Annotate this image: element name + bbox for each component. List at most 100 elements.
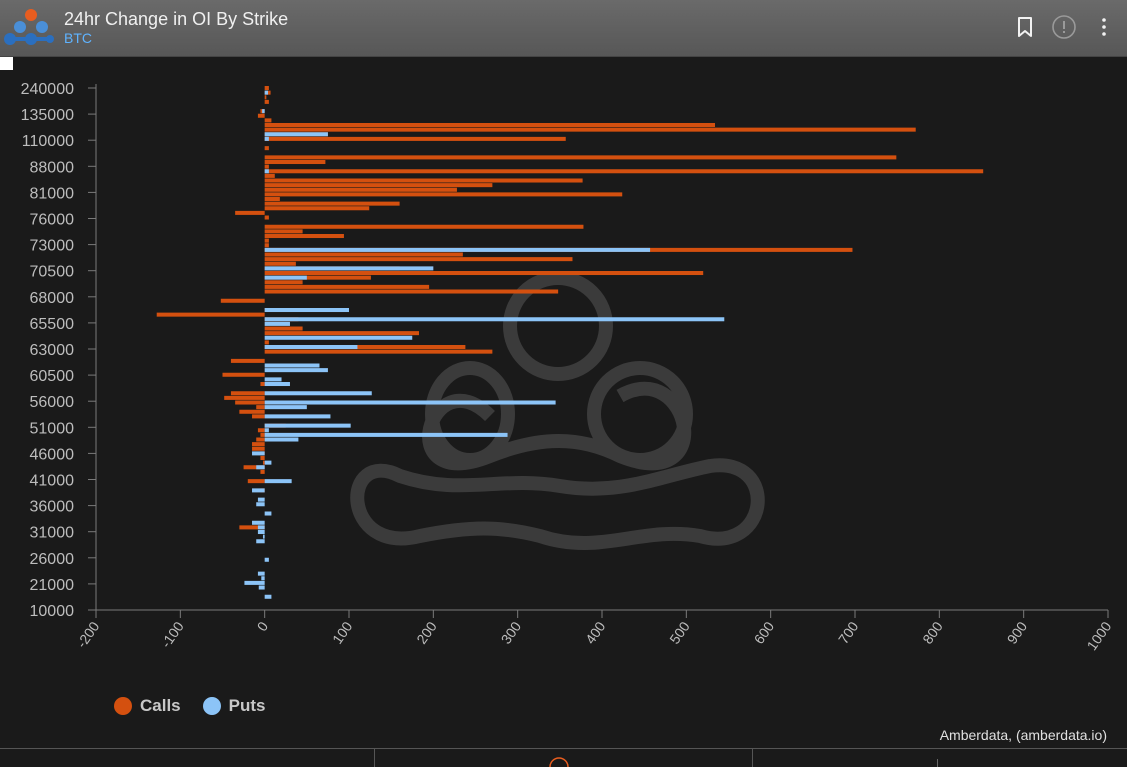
y-tick-label: 41000	[30, 473, 75, 490]
x-tick-label: 900	[1004, 618, 1031, 646]
x-tick-label: 700	[835, 618, 862, 646]
y-tick-label: 65500	[30, 316, 75, 333]
calls-bar	[252, 414, 265, 419]
x-tick-label: 200	[413, 618, 440, 646]
calls-bar	[264, 229, 303, 234]
chart-title: 24hr Change in OI By Strike	[64, 9, 289, 29]
puts-bar	[264, 511, 272, 516]
x-tick-label: 500	[666, 618, 693, 646]
calls-bar	[264, 234, 344, 239]
asset-subtitle: BTC	[64, 30, 92, 46]
y-tick-label: 76000	[30, 212, 75, 229]
legend-calls-label: Calls	[140, 696, 181, 715]
calls-bar	[264, 197, 280, 202]
calls-bar	[257, 113, 265, 118]
calls-bar	[239, 409, 265, 414]
calls-bar	[264, 86, 269, 91]
puts-bar	[256, 465, 265, 470]
calls-bar	[260, 432, 265, 437]
calls-bar	[264, 127, 916, 132]
y-tick-label: 135000	[21, 107, 74, 124]
watermark-logo	[350, 271, 765, 550]
footer-divider	[752, 749, 753, 767]
calls-bar	[264, 257, 573, 262]
puts-bar	[264, 437, 299, 442]
calls-bar	[264, 331, 419, 336]
legend-item-puts[interactable]: Puts	[202, 696, 265, 716]
puts-bar	[262, 534, 265, 539]
calls-bar	[260, 456, 265, 461]
puts-bar	[264, 428, 269, 433]
y-tick-label: 73000	[30, 238, 75, 255]
puts-dot-icon	[202, 697, 221, 715]
calls-bar	[239, 525, 265, 530]
puts-bar	[264, 557, 269, 562]
calls-bar	[235, 400, 265, 405]
calls-bar	[252, 442, 265, 447]
calls-bar	[260, 382, 265, 387]
puts-bar	[264, 432, 508, 437]
info-circle-icon[interactable]	[1051, 14, 1077, 40]
x-tick-label: -200	[73, 618, 102, 650]
puts-bar	[258, 585, 265, 590]
puts-bar	[264, 335, 413, 340]
puts-bar	[264, 368, 328, 373]
x-tick-label: 100	[329, 618, 356, 646]
puts-bar	[256, 539, 265, 544]
calls-bar	[264, 215, 269, 220]
calls-bar	[264, 345, 466, 350]
puts-bar	[257, 530, 265, 535]
calls-bar	[262, 460, 265, 465]
calls-bar	[264, 284, 430, 289]
puts-bar	[264, 247, 651, 252]
chart-header: 24hr Change in OI By Strike BTC	[0, 0, 1127, 57]
puts-bar	[257, 525, 265, 530]
x-tick-label: 0	[254, 618, 272, 634]
calls-bar	[224, 395, 265, 400]
calls-bar	[264, 136, 566, 141]
puts-bar	[244, 580, 265, 585]
puts-bar	[264, 345, 358, 350]
calls-bar	[264, 187, 457, 192]
calls-bar	[247, 479, 265, 484]
puts-bar	[264, 391, 372, 396]
puts-bar	[264, 423, 351, 428]
calls-bar	[264, 118, 272, 123]
calls-bar	[264, 340, 269, 345]
y-tick-label: 56000	[30, 394, 75, 411]
puts-bar	[264, 275, 307, 280]
calls-bar	[264, 243, 269, 248]
calls-bar	[252, 446, 265, 451]
calls-bar	[256, 437, 265, 442]
y-tick-label: 36000	[30, 499, 75, 516]
puts-bar	[252, 488, 265, 493]
puts-bar	[256, 502, 265, 507]
calls-bar	[264, 160, 326, 165]
footer-bar	[0, 748, 1127, 767]
puts-bar	[257, 571, 265, 576]
calls-bar	[264, 271, 704, 276]
y-tick-label: 31000	[30, 525, 75, 542]
x-tick-label: 400	[582, 618, 609, 646]
calls-bar	[264, 183, 493, 188]
corner-marker	[0, 57, 13, 70]
puts-bar	[264, 321, 290, 326]
calls-bar	[264, 289, 559, 294]
x-tick-label: -100	[158, 618, 187, 650]
kebab-menu-icon[interactable]	[1091, 14, 1117, 40]
calls-bar	[264, 123, 716, 128]
footer-divider	[374, 749, 375, 767]
calls-bar	[222, 372, 265, 377]
puts-bar	[264, 90, 269, 95]
calls-bar	[264, 275, 371, 280]
legend-item-calls[interactable]: Calls	[114, 696, 181, 716]
y-tick-label: 51000	[30, 420, 75, 437]
y-tick-label: 240000	[21, 81, 74, 98]
puts-bar	[264, 308, 349, 313]
calls-bar	[257, 428, 265, 433]
credit-text[interactable]: Amberdata, (amberdata.io)	[939, 727, 1107, 743]
bookmark-icon[interactable]	[1012, 14, 1038, 40]
calls-bar	[264, 169, 984, 174]
calls-bar	[264, 99, 269, 104]
puts-bar	[264, 132, 328, 137]
